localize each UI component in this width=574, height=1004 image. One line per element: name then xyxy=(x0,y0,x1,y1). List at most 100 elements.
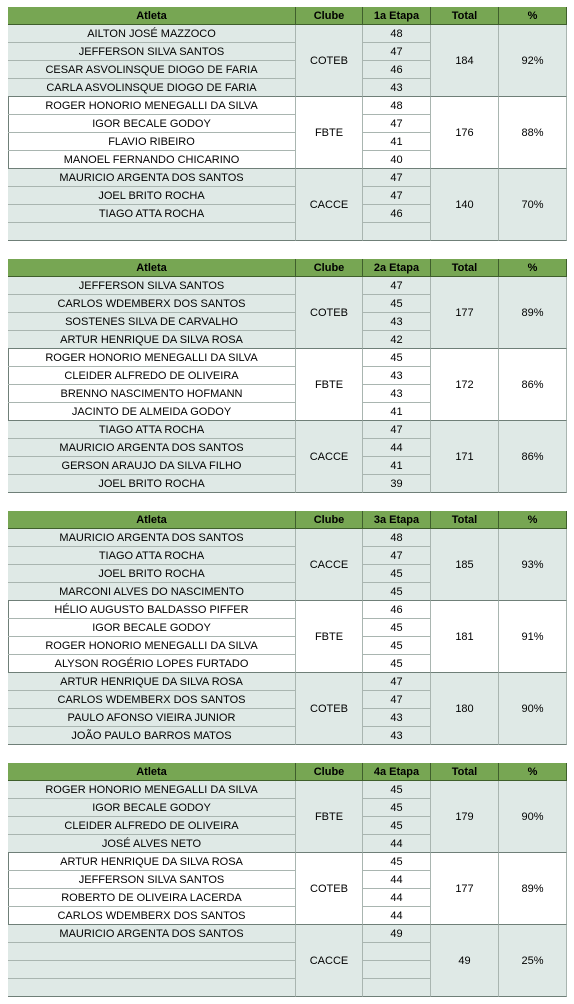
athlete-cell: JOSÉ ALVES NETO xyxy=(8,835,296,853)
athlete-cell: MAURICIO ARGENTA DOS SANTOS xyxy=(8,439,296,457)
header-cell: Total xyxy=(431,7,499,25)
score-cell: 47 xyxy=(363,277,431,295)
total-cell: 172 xyxy=(431,349,499,421)
athlete-cell: TIAGO ATTA ROCHA xyxy=(8,421,296,439)
header-cell: Total xyxy=(431,259,499,277)
score-cell: 41 xyxy=(363,457,431,475)
score-cell: 45 xyxy=(363,637,431,655)
score-cell: 45 xyxy=(363,799,431,817)
athlete-cell: ROGER HONORIO MENEGALLI DA SILVA xyxy=(8,349,296,367)
header-cell: Clube xyxy=(296,511,363,529)
athlete-cell: CARLOS WDEMBERX DOS SANTOS xyxy=(8,295,296,313)
score-cell: 44 xyxy=(363,835,431,853)
header-cell: 4a Etapa xyxy=(363,763,431,781)
athlete-cell: CLEIDER ALFREDO DE OLIVEIRA xyxy=(8,367,296,385)
total-cell: 184 xyxy=(431,25,499,97)
header-cell: Atleta xyxy=(8,259,296,277)
athlete-cell: ALYSON ROGÉRIO LOPES FURTADO xyxy=(8,655,296,673)
athlete-cell: MANOEL FERNANDO CHICARINO xyxy=(8,151,296,169)
score-cell xyxy=(363,223,431,241)
percent-cell: 70% xyxy=(499,169,567,241)
score-cell: 41 xyxy=(363,133,431,151)
athlete-cell: JACINTO DE ALMEIDA GODOY xyxy=(8,403,296,421)
header-cell: Total xyxy=(431,763,499,781)
club-cell: CACCE xyxy=(296,169,363,241)
athlete-cell: AILTON JOSÉ MAZZOCO xyxy=(8,25,296,43)
score-cell: 45 xyxy=(363,655,431,673)
athlete-cell xyxy=(8,979,296,997)
total-cell: 177 xyxy=(431,853,499,925)
score-cell: 44 xyxy=(363,889,431,907)
club-cell: FBTE xyxy=(296,349,363,421)
score-cell: 48 xyxy=(363,97,431,115)
score-cell: 46 xyxy=(363,61,431,79)
athlete-cell: ARTUR HENRIQUE DA SILVA ROSA xyxy=(8,853,296,871)
score-cell: 48 xyxy=(363,529,431,547)
score-cell: 47 xyxy=(363,43,431,61)
score-cell: 45 xyxy=(363,295,431,313)
score-cell: 46 xyxy=(363,205,431,223)
score-cell: 47 xyxy=(363,673,431,691)
score-cell: 48 xyxy=(363,25,431,43)
club-cell: CACCE xyxy=(296,421,363,493)
score-cell: 47 xyxy=(363,187,431,205)
score-cell: 39 xyxy=(363,475,431,493)
athlete-cell: JEFFERSON SILVA SANTOS xyxy=(8,871,296,889)
score-cell: 43 xyxy=(363,727,431,745)
athlete-cell: CARLOS WDEMBERX DOS SANTOS xyxy=(8,691,296,709)
club-cell: CACCE xyxy=(296,529,363,601)
score-cell: 41 xyxy=(363,403,431,421)
score-cell: 47 xyxy=(363,691,431,709)
score-cell: 44 xyxy=(363,439,431,457)
total-cell: 180 xyxy=(431,673,499,745)
athlete-cell xyxy=(8,961,296,979)
total-cell: 181 xyxy=(431,601,499,673)
athlete-cell: CLEIDER ALFREDO DE OLIVEIRA xyxy=(8,817,296,835)
header-cell: 3a Etapa xyxy=(363,511,431,529)
header-cell: Clube xyxy=(296,7,363,25)
athlete-cell: CARLOS WDEMBERX DOS SANTOS xyxy=(8,907,296,925)
percent-cell: 90% xyxy=(499,673,567,745)
athlete-cell: ARTUR HENRIQUE DA SILVA ROSA xyxy=(8,673,296,691)
header-cell: Atleta xyxy=(8,7,296,25)
total-cell: 176 xyxy=(431,97,499,169)
percent-cell: 25% xyxy=(499,925,567,997)
athlete-cell: JOEL BRITO ROCHA xyxy=(8,187,296,205)
score-cell: 43 xyxy=(363,79,431,97)
score-cell: 45 xyxy=(363,565,431,583)
percent-cell: 89% xyxy=(499,277,567,349)
athlete-cell: MAURICIO ARGENTA DOS SANTOS xyxy=(8,925,296,943)
athlete-cell: HÉLIO AUGUSTO BALDASSO PIFFER xyxy=(8,601,296,619)
score-cell: 43 xyxy=(363,367,431,385)
score-cell: 45 xyxy=(363,781,431,799)
score-cell: 43 xyxy=(363,709,431,727)
score-cell: 45 xyxy=(363,349,431,367)
percent-cell: 92% xyxy=(499,25,567,97)
header-cell: Clube xyxy=(296,259,363,277)
percent-cell: 90% xyxy=(499,781,567,853)
score-cell: 49 xyxy=(363,925,431,943)
percent-cell: 89% xyxy=(499,853,567,925)
score-cell: 45 xyxy=(363,583,431,601)
score-cell xyxy=(363,979,431,997)
athlete-cell: TIAGO ATTA ROCHA xyxy=(8,547,296,565)
athlete-cell: IGOR BECALE GODOY xyxy=(8,619,296,637)
athlete-cell: ROBERTO DE OLIVEIRA LACERDA xyxy=(8,889,296,907)
athlete-cell: CARLA ASVOLINSQUE DIOGO DE FARIA xyxy=(8,79,296,97)
header-cell: 2a Etapa xyxy=(363,259,431,277)
athlete-cell: IGOR BECALE GODOY xyxy=(8,799,296,817)
header-cell: % xyxy=(499,259,567,277)
header-cell: 1a Etapa xyxy=(363,7,431,25)
total-cell: 49 xyxy=(431,925,499,997)
score-cell: 47 xyxy=(363,547,431,565)
score-cell: 40 xyxy=(363,151,431,169)
club-cell: FBTE xyxy=(296,97,363,169)
score-cell: 47 xyxy=(363,115,431,133)
athlete-cell: JOEL BRITO ROCHA xyxy=(8,475,296,493)
score-cell: 45 xyxy=(363,619,431,637)
header-cell: Total xyxy=(431,511,499,529)
score-cell: 47 xyxy=(363,421,431,439)
header-cell: Atleta xyxy=(8,511,296,529)
score-cell: 43 xyxy=(363,313,431,331)
